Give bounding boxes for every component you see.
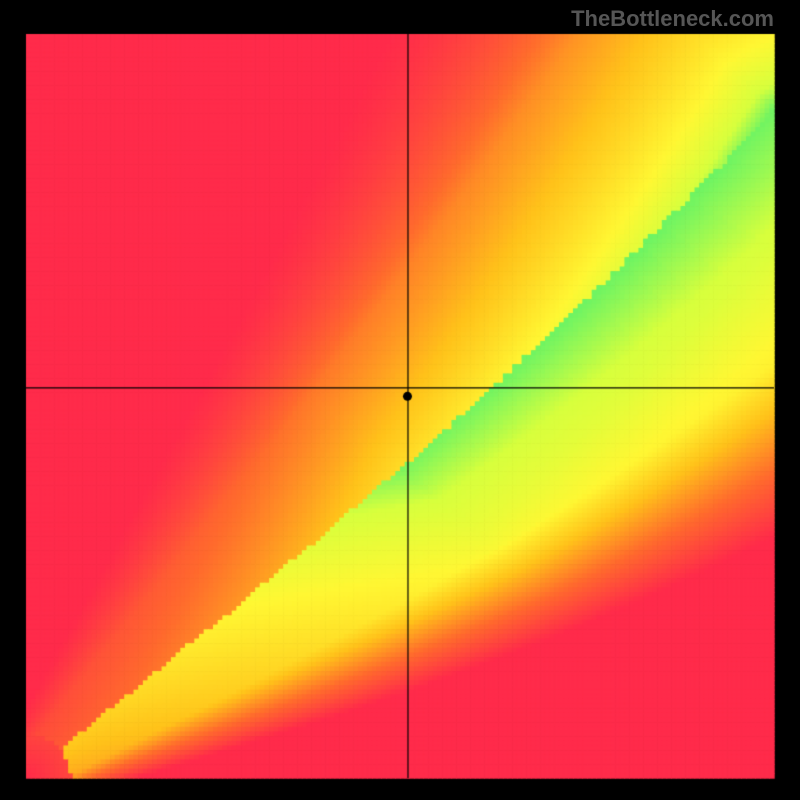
watermark-text: TheBottleneck.com <box>571 6 774 32</box>
bottleneck-heatmap-canvas <box>0 0 800 800</box>
chart-container: TheBottleneck.com <box>0 0 800 800</box>
